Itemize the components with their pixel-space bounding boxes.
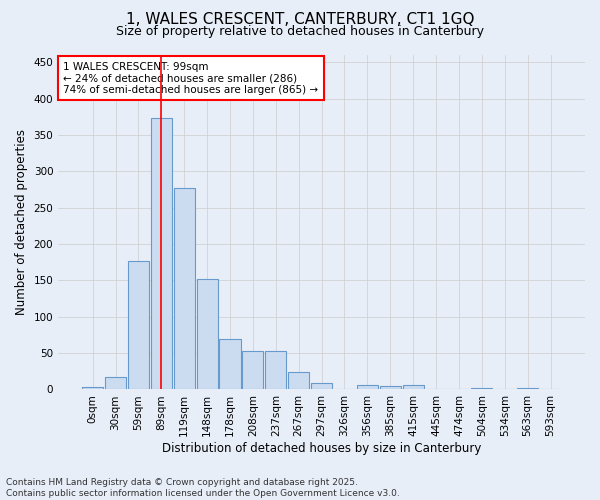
Bar: [242, 351, 263, 390]
Bar: [403, 385, 424, 390]
Bar: [220, 338, 241, 390]
Bar: [288, 372, 309, 390]
Bar: [151, 118, 172, 390]
Bar: [128, 262, 149, 390]
Text: 1, WALES CRESCENT, CANTERBURY, CT1 1GQ: 1, WALES CRESCENT, CANTERBURY, CT1 1GQ: [126, 12, 474, 28]
Bar: [311, 383, 332, 390]
Text: Size of property relative to detached houses in Canterbury: Size of property relative to detached ho…: [116, 25, 484, 38]
Bar: [197, 279, 218, 390]
Bar: [357, 385, 378, 390]
Bar: [380, 386, 401, 390]
Bar: [472, 388, 493, 390]
Bar: [173, 188, 195, 390]
Bar: [517, 388, 538, 390]
Text: 1 WALES CRESCENT: 99sqm
← 24% of detached houses are smaller (286)
74% of semi-d: 1 WALES CRESCENT: 99sqm ← 24% of detache…: [64, 62, 319, 95]
Bar: [265, 351, 286, 390]
Bar: [105, 377, 126, 390]
Text: Contains HM Land Registry data © Crown copyright and database right 2025.
Contai: Contains HM Land Registry data © Crown c…: [6, 478, 400, 498]
Y-axis label: Number of detached properties: Number of detached properties: [15, 129, 28, 315]
X-axis label: Distribution of detached houses by size in Canterbury: Distribution of detached houses by size …: [162, 442, 481, 455]
Bar: [82, 388, 103, 390]
